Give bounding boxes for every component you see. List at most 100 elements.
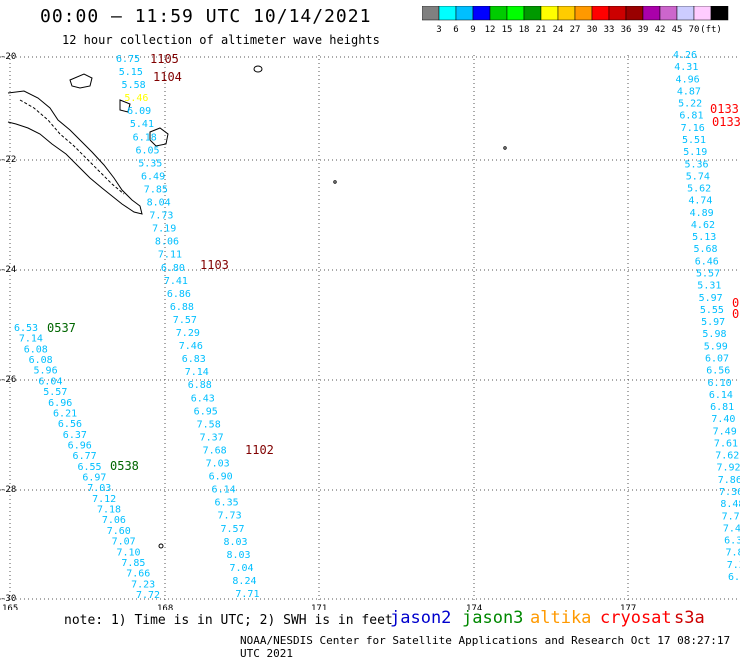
wave-height-value: 7.85 <box>121 558 145 569</box>
wave-height-value: 5.74 <box>686 171 710 182</box>
legend-s3a: s3a <box>674 608 705 628</box>
wave-height-value: 7.71 <box>235 589 259 600</box>
wave-height-value: 7.06 <box>102 515 126 526</box>
wave-height-value: 7.57 <box>220 524 244 535</box>
colorbar-label: 24 <box>553 25 564 35</box>
colorbar-label: 12 <box>485 25 496 35</box>
wave-height-value: 5.51 <box>682 135 706 146</box>
wave-height-value: 7.7 <box>722 511 740 522</box>
wave-height-value: 4.74 <box>688 196 712 207</box>
wave-height-value: 7.73 <box>218 511 242 522</box>
lon-label: 168 <box>157 604 173 610</box>
legend-cryosat: cryosat <box>600 608 672 628</box>
colorbar-label: 18 <box>519 25 530 35</box>
wave-height-value: 5.41 <box>130 119 154 130</box>
color-scale-legend: 3 6 9 12 15 18 21 24 27 30 33 36 39 42 45 70 (ft) <box>422 6 729 35</box>
wave-height-value: 6.09 <box>127 106 151 117</box>
wave-height-value: 7.57 <box>173 315 197 326</box>
wave-height-value: 6.96 <box>68 440 92 451</box>
wave-height-value: 6.90 <box>209 472 233 483</box>
colorbar-label: 15 <box>502 25 513 35</box>
wave-height-value: 7.18 <box>97 505 121 516</box>
wave-height-value: 6.35 <box>215 498 239 509</box>
wave-height-value: 6.14 <box>212 485 236 496</box>
lat-label: -26 <box>0 375 16 385</box>
wave-height-value: 5.96 <box>34 366 58 377</box>
wave-height-value: 4.89 <box>690 208 714 219</box>
altimeter-tracks: 6.75 5.15 5.58 5.46 6.09 5.41 6.18 6.05 5.35 6.49… <box>14 50 740 601</box>
wave-height-value: 6.88 <box>188 380 212 391</box>
wave-height-value: 4.96 <box>676 74 700 85</box>
footer-credit: NOAA/NESDIS Center for Satellite Applica… <box>240 634 731 660</box>
wave-height-value: 5.68 <box>693 244 717 255</box>
coastline <box>7 90 143 215</box>
lon-label: 165 <box>2 604 18 610</box>
lat-label: -22 <box>0 155 16 165</box>
colorbar-label: 9 <box>470 25 475 35</box>
time-label: 0 <box>732 307 739 321</box>
wave-height-value: 6.3 <box>724 536 740 547</box>
wave-height-value: 6.05 <box>135 145 159 156</box>
time-label: 1102 <box>245 443 274 457</box>
wave-height-value: 6.88 <box>170 302 194 313</box>
legend-jason2: jason2 <box>390 608 452 628</box>
island <box>503 146 507 150</box>
wave-height-value: 5.46 <box>124 93 148 104</box>
wave-height-value: 5.62 <box>687 184 711 195</box>
wave-height-value: 7.60 <box>107 526 131 537</box>
island <box>333 180 337 184</box>
wave-height-value: 6.56 <box>58 419 82 430</box>
wave-height-value: 6.55 <box>77 462 101 473</box>
time-label: 1104 <box>153 70 182 84</box>
wave-height-value: 6.97 <box>82 473 106 484</box>
time-label: 0133 <box>710 102 739 116</box>
colorbar-label: (ft) <box>700 25 722 35</box>
wave-height-value: 7.04 <box>229 563 253 574</box>
wave-height-value: 4.87 <box>677 86 701 97</box>
wave-height-value: 7.61 <box>714 438 738 449</box>
wave-height-value: 7.86 <box>718 475 740 486</box>
legend-altika: altika <box>530 608 592 628</box>
lon-label: 174 <box>466 604 482 610</box>
wave-height-value: 5.36 <box>685 159 709 170</box>
wave-height-value: 8.04 <box>147 198 171 209</box>
time-label: 1105 <box>150 52 179 66</box>
wave-height-value: 7.12 <box>92 494 116 505</box>
wave-height-value: 5.55 <box>700 305 724 316</box>
wave-height-value: 7.72 <box>136 590 160 601</box>
time-label: 0537 <box>47 321 76 335</box>
wave-height-value: 7.58 <box>197 419 221 430</box>
time-label: 1103 <box>200 258 229 272</box>
wave-height-value: 6.81 <box>710 402 734 413</box>
colorbar-label: 33 <box>604 25 615 35</box>
colorbar-label: 45 <box>672 25 683 35</box>
wave-height-value: 7.41 <box>164 276 188 287</box>
wave-height-value: 6.07 <box>705 353 729 364</box>
wave-height-value: 7.66 <box>126 569 150 580</box>
wave-height-value: 7.73 <box>149 211 173 222</box>
wave-height-value: 5.15 <box>119 67 143 78</box>
colorbar-label: 42 <box>655 25 666 35</box>
colorbar-label: 30 <box>587 25 598 35</box>
land-outline <box>7 65 507 549</box>
wave-height-value: 6.83 <box>182 354 206 365</box>
island <box>149 127 169 147</box>
wave-height-value: 6.08 <box>29 355 53 366</box>
island <box>158 543 164 549</box>
colorbar-label: 27 <box>570 25 581 35</box>
wave-height-value: 5.57 <box>43 387 67 398</box>
wave-height-value: 7.40 <box>711 414 735 425</box>
wave-height-value: 6.43 <box>191 393 215 404</box>
time-label: 0133 <box>712 115 740 129</box>
wave-height-value: 6.77 <box>73 451 97 462</box>
lon-label: 177 <box>620 604 636 610</box>
wave-height-value: 5.19 <box>683 147 707 158</box>
colorbar-label: 39 <box>638 25 649 35</box>
wave-height-value: 5.98 <box>702 329 726 340</box>
wave-height-value: 7.03 <box>206 459 230 470</box>
wave-height-value: 8.48 <box>720 499 740 510</box>
colorbar-label: 6 <box>453 25 458 35</box>
wave-height-value: 4.31 <box>674 62 698 73</box>
